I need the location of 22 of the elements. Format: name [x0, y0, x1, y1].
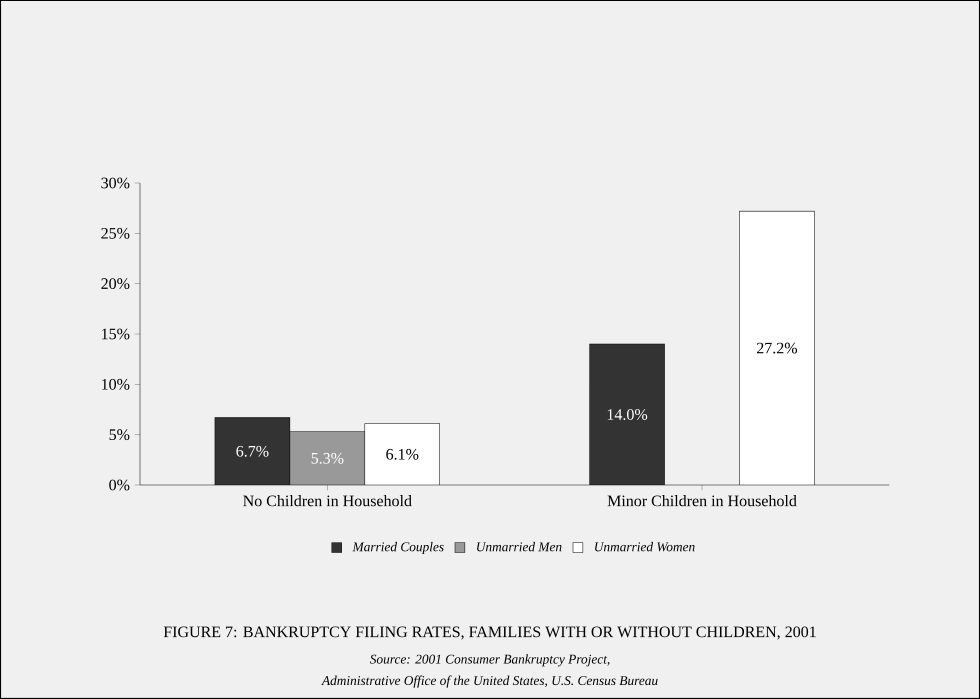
y-tick-label: 25% — [101, 228, 130, 239]
source-note: Source: 2001 Consumer Bankruptcy Project, — [370, 654, 610, 666]
y-tick-label: 15% — [102, 328, 130, 340]
text: Administrative Office of the United States, U.S. Census Bureau — [321, 676, 658, 688]
legend-label: Unmarried Women — [595, 542, 695, 552]
data-label: 6.7% — [236, 446, 269, 457]
text: FIGURE 7: BANKRUPTCY FILING RATES, FAMILIES WITH OR WITHOUT CHILDREN, 2001 — [164, 626, 816, 640]
y-tick-label: 5% — [110, 429, 130, 440]
bar — [589, 344, 665, 485]
data-label: 27.2% — [756, 342, 798, 354]
x-tick-label: Minor Children in Household — [608, 495, 797, 506]
y-tick-label: 10% — [102, 378, 130, 390]
legend-label: Married Couples — [352, 542, 444, 554]
y-tick-label: 0% — [109, 480, 130, 490]
legend-label: Unmarried Men — [477, 542, 562, 552]
data-label: 14.0% — [608, 409, 648, 420]
y-tick-label: 30% — [101, 178, 130, 188]
bar — [214, 418, 290, 485]
data-label: 5.3% — [312, 452, 344, 464]
x-tick-label: No Children in Household — [243, 495, 412, 506]
data-label: 6.1% — [386, 448, 418, 460]
y-tick-label: 20% — [101, 278, 130, 290]
